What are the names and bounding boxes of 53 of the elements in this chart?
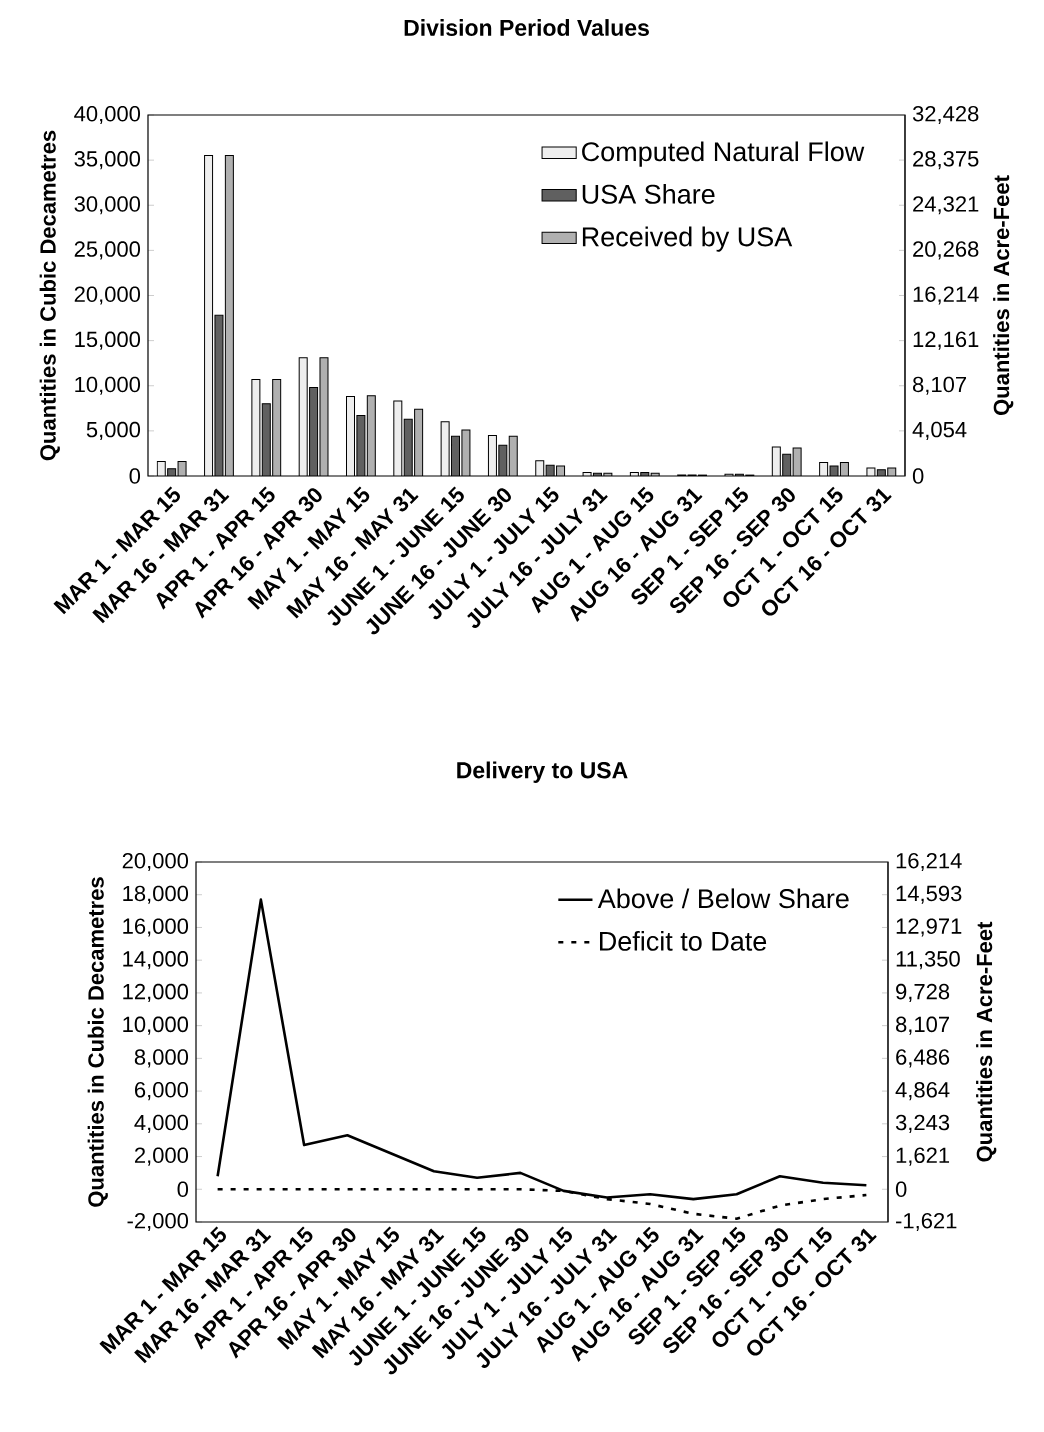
y2-tick-label: -1,621 <box>896 1212 957 1232</box>
y-tick-label: 20,000 <box>74 286 141 305</box>
y2-tick-label: 16,214 <box>896 852 962 872</box>
y2-tick-label: 0 <box>895 1181 907 1198</box>
y2-tick-label: 1,621 <box>896 1147 950 1166</box>
y2-tick-label: 16,214 <box>913 286 979 305</box>
y-tick-label: 14,000 <box>123 951 189 970</box>
legend-label: Received by USA <box>582 226 793 252</box>
y2-tick-label: 14,593 <box>896 885 962 904</box>
y2-axis-title: Quantities in Acre-Feet <box>976 921 997 1162</box>
chart-title: Delivery to USA <box>457 761 628 783</box>
y-tick-label: 15,000 <box>75 331 141 350</box>
y-tick-label: -2,000 <box>127 1212 189 1232</box>
y-tick-label: 20,000 <box>122 852 189 872</box>
y2-tick-label: 8,107 <box>896 1016 950 1035</box>
y-tick-label: 16,000 <box>123 918 189 937</box>
y2-tick-label: 24,321 <box>913 196 979 215</box>
y-tick-label: 40,000 <box>74 105 141 125</box>
y2-tick-label: 3,243 <box>895 1114 950 1133</box>
y-tick-label: 12,000 <box>123 983 189 1002</box>
y-tick-label: 35,000 <box>74 151 141 170</box>
y2-tick-label: 20,268 <box>913 241 979 260</box>
legend-label: Above / Below Share <box>597 888 849 909</box>
y-tick-label: 2,000 <box>134 1147 189 1166</box>
y-tick-label: 25,000 <box>74 241 141 260</box>
y-tick-label: 0 <box>177 1181 189 1198</box>
y2-tick-label: 4,054 <box>912 421 967 440</box>
legend-label: Deficit to Date <box>600 930 767 951</box>
y2-tick-label: 32,428 <box>912 105 979 125</box>
y2-tick-label: 9,728 <box>896 983 950 1003</box>
legend-label: Computed Natural Flow <box>582 141 865 167</box>
y-tick-label: 18,000 <box>123 885 189 904</box>
y-axis-title: Quantities in Cubic Decametres <box>87 877 108 1207</box>
y2-tick-label: 6,486 <box>896 1049 950 1068</box>
legend-label: USA Share <box>582 184 715 204</box>
y2-tick-label: 11,350 <box>896 951 960 970</box>
y2-tick-label: 12,161 <box>913 331 979 350</box>
y2-axis-title: Quantities in Acre-Feet <box>993 175 1014 415</box>
y-tick-label: 4,000 <box>134 1114 189 1133</box>
chart-title: Division Period Values <box>404 19 649 36</box>
y2-tick-label: 0 <box>912 468 924 484</box>
y-tick-label: 10,000 <box>123 1016 189 1035</box>
y2-tick-label: 4,864 <box>895 1082 950 1101</box>
y-tick-label: 10,000 <box>75 376 141 395</box>
y-tick-label: 8,000 <box>134 1049 189 1068</box>
y-tick-label: 5,000 <box>86 421 141 440</box>
y-tick-label: 6,000 <box>135 1082 189 1101</box>
y-tick-label: 0 <box>129 468 141 484</box>
y2-tick-label: 28,375 <box>913 151 979 170</box>
y2-tick-label: 8,107 <box>913 376 967 395</box>
y-tick-label: 30,000 <box>74 196 141 215</box>
y2-tick-label: 12,971 <box>896 918 962 937</box>
y-axis-title: Quantities in Cubic Decametres <box>39 130 60 461</box>
